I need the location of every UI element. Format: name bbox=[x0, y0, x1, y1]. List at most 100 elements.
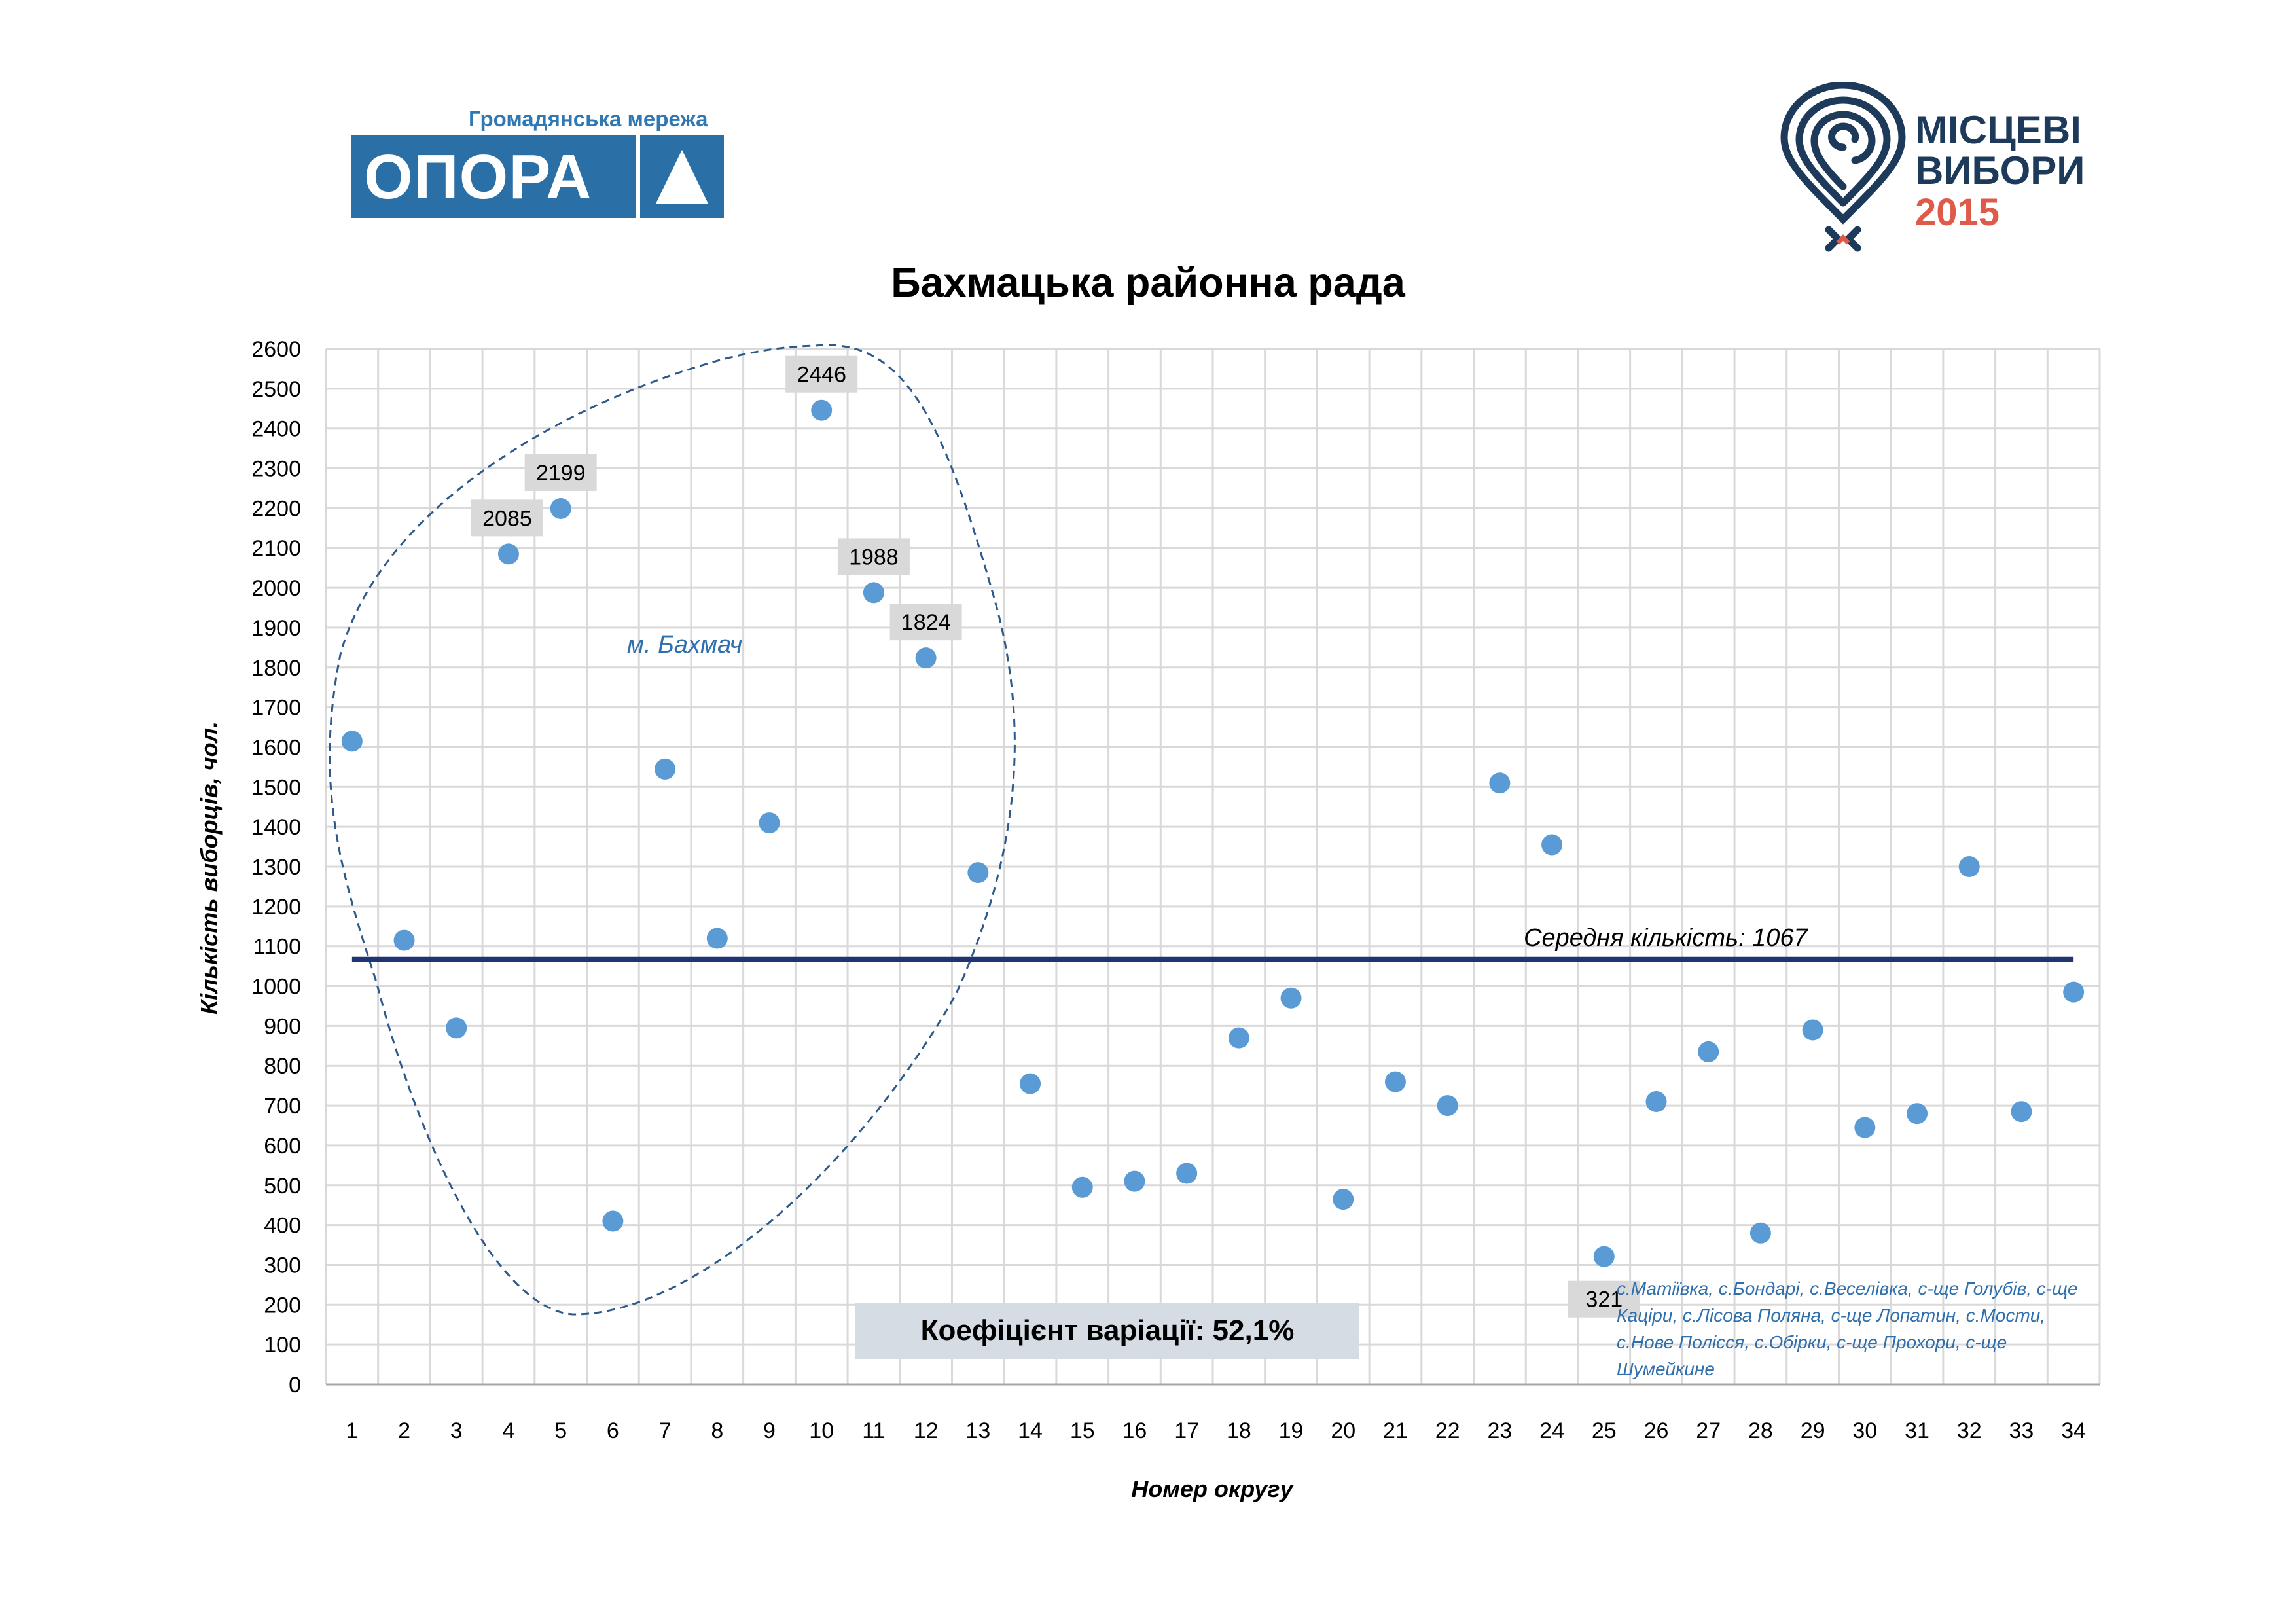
opora-name-box: ОПОРА bbox=[351, 135, 636, 218]
data-point bbox=[1489, 772, 1511, 794]
villages-note-line: с.Матіївка, с.Бондарі, с.Веселівка, с-ще… bbox=[1617, 1278, 2078, 1299]
data-point bbox=[1124, 1170, 1145, 1192]
y-tick-label: 2500 bbox=[251, 377, 301, 402]
x-tick-label: 22 bbox=[1435, 1418, 1460, 1443]
x-tick-label: 8 bbox=[711, 1418, 723, 1443]
x-tick-label: 15 bbox=[1070, 1418, 1095, 1443]
y-tick-labels: 0 100 200 300 400 500 600 700 800 900 1000 1100 1200… bbox=[251, 337, 301, 1398]
data-label: 2085 bbox=[482, 506, 532, 531]
x-tick-label: 33 bbox=[2009, 1418, 2034, 1443]
data-label-bg bbox=[524, 454, 597, 491]
mv-line2: ВИБОРИ bbox=[1915, 149, 2085, 192]
x-axis-label: Номер округу bbox=[1131, 1475, 1294, 1502]
data-label: 1824 bbox=[901, 610, 951, 635]
x-tick-label: 2 bbox=[398, 1418, 410, 1443]
y-tick-label: 300 bbox=[264, 1253, 301, 1278]
x-tick-label: 1 bbox=[346, 1418, 358, 1443]
y-tick-label: 1100 bbox=[253, 935, 301, 960]
x-tick-label: 29 bbox=[1801, 1418, 1825, 1443]
x-tick-label: 12 bbox=[914, 1418, 939, 1443]
y-tick-label: 0 bbox=[289, 1373, 301, 1398]
x-tick-label: 21 bbox=[1383, 1418, 1408, 1443]
x-tick-label: 18 bbox=[1227, 1418, 1251, 1443]
data-point bbox=[1541, 834, 1563, 856]
variation-coefficient-box: Коефіцієнт варіації: 52,1% bbox=[855, 1303, 1359, 1359]
data-points bbox=[341, 399, 2085, 1267]
y-tick-label: 2200 bbox=[251, 496, 301, 521]
location-pin-icon bbox=[1780, 82, 1906, 252]
x-tick-label: 25 bbox=[1592, 1418, 1617, 1443]
x-tick-label: 31 bbox=[1905, 1418, 1929, 1443]
data-label: 2199 bbox=[536, 461, 586, 486]
data-point bbox=[341, 731, 363, 752]
villages-note-line: Шумейкине bbox=[1617, 1359, 1715, 1379]
x-tick-label: 11 bbox=[862, 1418, 885, 1443]
x-tick-label: 7 bbox=[659, 1418, 672, 1443]
x-tick-label: 28 bbox=[1748, 1418, 1773, 1443]
local-elections-logo: МІСЦЕВІ ВИБОРИ 2015 bbox=[1778, 82, 2085, 252]
data-point bbox=[1958, 856, 1980, 877]
y-tick-label: 700 bbox=[264, 1094, 301, 1119]
city-cluster-outline bbox=[329, 344, 1016, 1316]
data-point bbox=[706, 928, 728, 949]
data-point bbox=[1020, 1073, 1041, 1094]
grid bbox=[325, 348, 2101, 1386]
data-point bbox=[602, 1210, 624, 1232]
data-label-bg bbox=[837, 538, 910, 575]
x-tick-label: 30 bbox=[1852, 1418, 1877, 1443]
x-tick-label: 16 bbox=[1122, 1418, 1147, 1443]
opora-triangle-icon bbox=[640, 135, 724, 218]
y-tick-label: 600 bbox=[264, 1134, 301, 1159]
data-point bbox=[550, 497, 571, 519]
chart-title: Бахмацька районна рада bbox=[891, 260, 1405, 306]
y-tick-label: 2300 bbox=[251, 457, 301, 482]
data-point bbox=[2011, 1101, 2032, 1123]
x-tick-label: 17 bbox=[1174, 1418, 1199, 1443]
data-point bbox=[1280, 987, 1302, 1009]
y-tick-label: 200 bbox=[264, 1293, 301, 1318]
data-point bbox=[915, 647, 937, 669]
data-point bbox=[1228, 1027, 1249, 1049]
y-tick-label: 1600 bbox=[251, 735, 301, 760]
x-tick-label: 19 bbox=[1279, 1418, 1304, 1443]
y-tick-label: 400 bbox=[264, 1214, 301, 1238]
x-tick-label: 5 bbox=[554, 1418, 567, 1443]
data-label-bg bbox=[785, 355, 858, 393]
x-tick-label: 32 bbox=[1957, 1418, 1982, 1443]
villages-note-line: с.Нове Полісся, с.Обірки, с-ще Прохори, … bbox=[1617, 1332, 2007, 1352]
city-cluster-ellipse bbox=[329, 344, 1016, 1316]
data-label: 2446 bbox=[797, 363, 846, 388]
data-label-bg bbox=[889, 604, 962, 641]
data-point bbox=[863, 582, 884, 604]
y-tick-label: 2100 bbox=[251, 536, 301, 561]
y-tick-label: 900 bbox=[264, 1014, 301, 1039]
data-point bbox=[1802, 1019, 1823, 1041]
y-tick-label: 1300 bbox=[251, 855, 301, 880]
y-tick-label: 1500 bbox=[251, 775, 301, 800]
opora-tagline: Громадянська мережа bbox=[469, 107, 708, 131]
x-tick-labels: 1 2 3 4 5 6 7 8 9 10 11 12 13 14 15 16 17 18 19 20 21 22 23 24 2… bbox=[346, 1418, 2086, 1443]
data-point bbox=[655, 758, 676, 780]
data-point bbox=[1176, 1163, 1198, 1184]
y-tick-label: 800 bbox=[264, 1054, 301, 1079]
y-tick-label: 1900 bbox=[251, 616, 301, 641]
x-tick-label: 20 bbox=[1331, 1418, 1355, 1443]
y-tick-label: 2600 bbox=[251, 337, 301, 362]
data-point bbox=[1907, 1103, 1928, 1125]
x-tick-label: 9 bbox=[763, 1418, 776, 1443]
mv-year: 2015 bbox=[1915, 191, 2000, 234]
data-point bbox=[1071, 1176, 1093, 1198]
villages-note: с.Матіївка, с.Бондарі, с.Веселівка, с-ще… bbox=[1617, 1275, 2078, 1382]
data-point bbox=[497, 543, 519, 565]
x-tick-label: 27 bbox=[1696, 1418, 1721, 1443]
data-label-bg bbox=[471, 499, 543, 537]
y-tick-label: 500 bbox=[264, 1174, 301, 1199]
data-label-bg bbox=[1568, 1280, 1640, 1318]
data-label: 1988 bbox=[849, 545, 899, 569]
x-tick-label: 6 bbox=[607, 1418, 619, 1443]
villages-note-line: Каціри, с.Лісова Поляна, с-ще Лопатин, с… bbox=[1617, 1305, 2046, 1326]
data-point bbox=[811, 399, 833, 421]
mean-label: Середня кількість: 1067 bbox=[1524, 924, 1808, 952]
